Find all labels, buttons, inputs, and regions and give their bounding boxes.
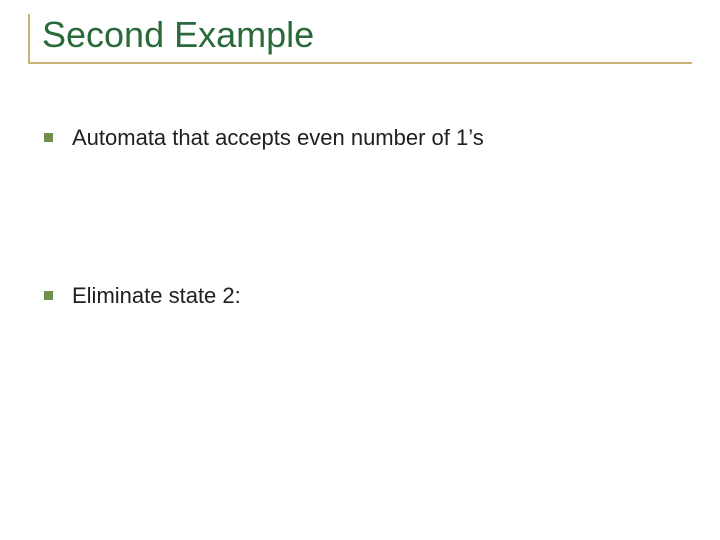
bullet-square-icon bbox=[44, 291, 53, 300]
bullet-square-icon bbox=[44, 133, 53, 142]
list-item: Automata that accepts even number of 1’s bbox=[44, 124, 692, 152]
title-rule: Second Example bbox=[28, 14, 692, 64]
slide-title: Second Example bbox=[42, 14, 692, 56]
slide: Second Example Automata that accepts eve… bbox=[0, 0, 720, 540]
bullet-list: Automata that accepts even number of 1’s… bbox=[28, 124, 692, 309]
list-item: Eliminate state 2: bbox=[44, 282, 692, 310]
bullet-text: Automata that accepts even number of 1’s bbox=[72, 125, 484, 150]
bullet-text: Eliminate state 2: bbox=[72, 283, 241, 308]
